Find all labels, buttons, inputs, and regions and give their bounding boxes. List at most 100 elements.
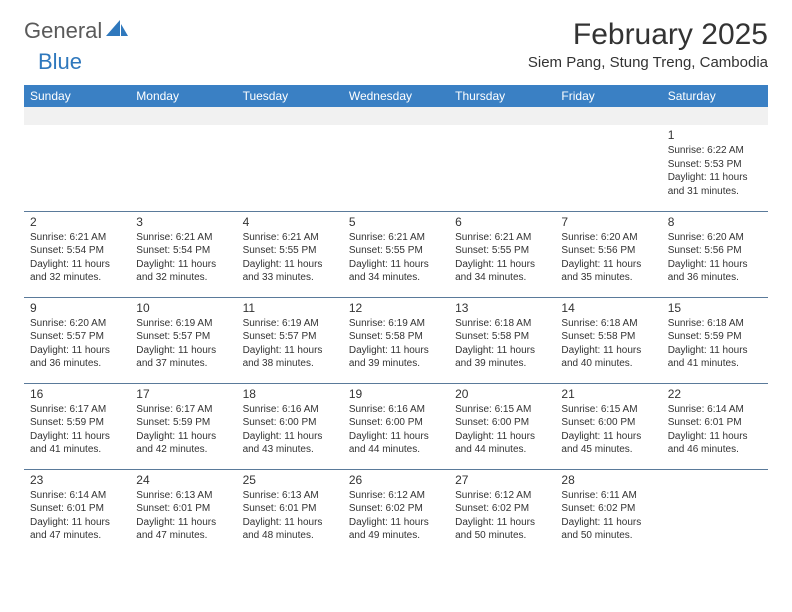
- daylight-text: Daylight: 11 hours: [561, 430, 655, 444]
- sunrise-text: Sunrise: 6:22 AM: [668, 144, 762, 158]
- daylight-text: and 31 minutes.: [668, 185, 762, 199]
- daylight-text: Daylight: 11 hours: [136, 430, 230, 444]
- sunrise-text: Sunrise: 6:20 AM: [561, 231, 655, 245]
- daylight-text: and 41 minutes.: [30, 443, 124, 457]
- calendar-week-row: 23Sunrise: 6:14 AMSunset: 6:01 PMDayligh…: [24, 469, 768, 555]
- daylight-text: and 40 minutes.: [561, 357, 655, 371]
- day-number: 7: [561, 214, 655, 230]
- daylight-text: and 41 minutes.: [668, 357, 762, 371]
- calendar-day-cell: 4Sunrise: 6:21 AMSunset: 5:55 PMDaylight…: [237, 211, 343, 297]
- daylight-text: Daylight: 11 hours: [561, 516, 655, 530]
- calendar-day-cell: 21Sunrise: 6:15 AMSunset: 6:00 PMDayligh…: [555, 383, 661, 469]
- daylight-text: and 50 minutes.: [455, 529, 549, 543]
- calendar-day-cell: 5Sunrise: 6:21 AMSunset: 5:55 PMDaylight…: [343, 211, 449, 297]
- day-number: 23: [30, 472, 124, 488]
- daylight-text: and 50 minutes.: [561, 529, 655, 543]
- daylight-text: Daylight: 11 hours: [349, 516, 443, 530]
- day-number: 3: [136, 214, 230, 230]
- weekday-header: Tuesday: [237, 85, 343, 107]
- logo-text-general: General: [24, 18, 102, 44]
- sunset-text: Sunset: 6:00 PM: [349, 416, 443, 430]
- day-number: 1: [668, 127, 762, 143]
- daylight-text: Daylight: 11 hours: [30, 430, 124, 444]
- day-number: 6: [455, 214, 549, 230]
- daylight-text: Daylight: 11 hours: [349, 344, 443, 358]
- calendar-table: Sunday Monday Tuesday Wednesday Thursday…: [24, 85, 768, 555]
- blank-leading-row: [24, 107, 768, 125]
- calendar-day-cell: 16Sunrise: 6:17 AMSunset: 5:59 PMDayligh…: [24, 383, 130, 469]
- day-number: 9: [30, 300, 124, 316]
- sunrise-text: Sunrise: 6:21 AM: [136, 231, 230, 245]
- sunrise-text: Sunrise: 6:12 AM: [455, 489, 549, 503]
- day-number: 15: [668, 300, 762, 316]
- day-number: 16: [30, 386, 124, 402]
- daylight-text: Daylight: 11 hours: [455, 344, 549, 358]
- calendar-day-cell: 10Sunrise: 6:19 AMSunset: 5:57 PMDayligh…: [130, 297, 236, 383]
- calendar-day-cell: 3Sunrise: 6:21 AMSunset: 5:54 PMDaylight…: [130, 211, 236, 297]
- sunset-text: Sunset: 6:01 PM: [30, 502, 124, 516]
- weekday-header: Sunday: [24, 85, 130, 107]
- daylight-text: Daylight: 11 hours: [349, 258, 443, 272]
- blank-cell: [555, 107, 661, 125]
- logo: General: [24, 18, 132, 44]
- day-number: 5: [349, 214, 443, 230]
- sunset-text: Sunset: 5:58 PM: [561, 330, 655, 344]
- day-number: 21: [561, 386, 655, 402]
- daylight-text: Daylight: 11 hours: [561, 258, 655, 272]
- daylight-text: Daylight: 11 hours: [455, 258, 549, 272]
- calendar-day-cell: 2Sunrise: 6:21 AMSunset: 5:54 PMDaylight…: [24, 211, 130, 297]
- logo-sail-icon: [106, 20, 128, 43]
- sunset-text: Sunset: 6:01 PM: [243, 502, 337, 516]
- daylight-text: and 34 minutes.: [349, 271, 443, 285]
- sunset-text: Sunset: 5:55 PM: [243, 244, 337, 258]
- sunset-text: Sunset: 5:54 PM: [136, 244, 230, 258]
- day-number: 25: [243, 472, 337, 488]
- sunset-text: Sunset: 5:56 PM: [561, 244, 655, 258]
- sunset-text: Sunset: 5:54 PM: [30, 244, 124, 258]
- daylight-text: and 32 minutes.: [136, 271, 230, 285]
- calendar-week-row: 9Sunrise: 6:20 AMSunset: 5:57 PMDaylight…: [24, 297, 768, 383]
- calendar-day-cell: [130, 125, 236, 211]
- daylight-text: Daylight: 11 hours: [668, 430, 762, 444]
- day-number: 19: [349, 386, 443, 402]
- daylight-text: Daylight: 11 hours: [243, 430, 337, 444]
- blank-cell: [449, 107, 555, 125]
- day-number: 17: [136, 386, 230, 402]
- calendar-day-cell: 17Sunrise: 6:17 AMSunset: 5:59 PMDayligh…: [130, 383, 236, 469]
- sunset-text: Sunset: 5:57 PM: [136, 330, 230, 344]
- blank-cell: [237, 107, 343, 125]
- sunset-text: Sunset: 5:55 PM: [349, 244, 443, 258]
- day-number: 12: [349, 300, 443, 316]
- calendar-day-cell: 26Sunrise: 6:12 AMSunset: 6:02 PMDayligh…: [343, 469, 449, 555]
- calendar-week-row: 1Sunrise: 6:22 AMSunset: 5:53 PMDaylight…: [24, 125, 768, 211]
- sunset-text: Sunset: 6:02 PM: [455, 502, 549, 516]
- daylight-text: and 49 minutes.: [349, 529, 443, 543]
- sunrise-text: Sunrise: 6:20 AM: [668, 231, 762, 245]
- calendar-day-cell: 28Sunrise: 6:11 AMSunset: 6:02 PMDayligh…: [555, 469, 661, 555]
- day-number: 22: [668, 386, 762, 402]
- month-title: February 2025: [528, 18, 768, 52]
- daylight-text: and 39 minutes.: [349, 357, 443, 371]
- daylight-text: and 34 minutes.: [455, 271, 549, 285]
- calendar-week-row: 16Sunrise: 6:17 AMSunset: 5:59 PMDayligh…: [24, 383, 768, 469]
- location-label: Siem Pang, Stung Treng, Cambodia: [528, 54, 768, 71]
- day-number: 4: [243, 214, 337, 230]
- weekday-header: Friday: [555, 85, 661, 107]
- daylight-text: and 42 minutes.: [136, 443, 230, 457]
- sunrise-text: Sunrise: 6:14 AM: [30, 489, 124, 503]
- blank-cell: [130, 107, 236, 125]
- sunrise-text: Sunrise: 6:21 AM: [243, 231, 337, 245]
- sunset-text: Sunset: 5:59 PM: [668, 330, 762, 344]
- day-number: 27: [455, 472, 549, 488]
- calendar-day-cell: 19Sunrise: 6:16 AMSunset: 6:00 PMDayligh…: [343, 383, 449, 469]
- sunrise-text: Sunrise: 6:16 AM: [243, 403, 337, 417]
- daylight-text: and 47 minutes.: [136, 529, 230, 543]
- sunset-text: Sunset: 6:00 PM: [455, 416, 549, 430]
- daylight-text: and 32 minutes.: [30, 271, 124, 285]
- sunrise-text: Sunrise: 6:19 AM: [136, 317, 230, 331]
- daylight-text: and 45 minutes.: [561, 443, 655, 457]
- sunset-text: Sunset: 6:00 PM: [243, 416, 337, 430]
- sunrise-text: Sunrise: 6:12 AM: [349, 489, 443, 503]
- weekday-header: Monday: [130, 85, 236, 107]
- calendar-day-cell: 18Sunrise: 6:16 AMSunset: 6:00 PMDayligh…: [237, 383, 343, 469]
